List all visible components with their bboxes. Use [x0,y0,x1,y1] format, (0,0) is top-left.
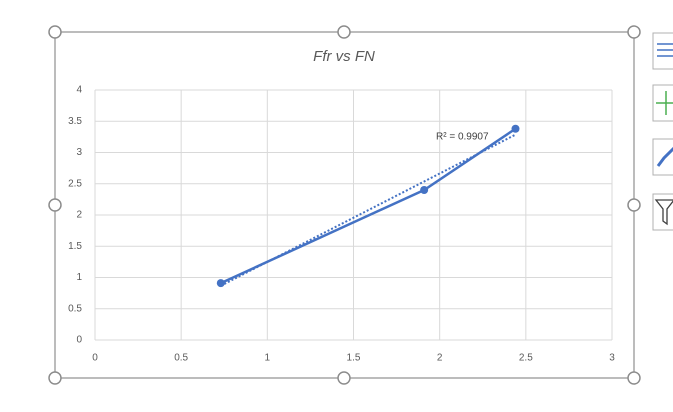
x-tick-label: 0 [92,353,98,364]
x-tick-label: 2 [437,353,443,364]
handle[interactable] [627,25,641,39]
x-tick-label: 2.5 [519,353,533,364]
handle[interactable] [48,198,62,212]
handle[interactable] [337,371,351,385]
y-tick-label: 2.5 [68,178,82,189]
handle[interactable] [48,371,62,385]
chart-title: Ffr vs FN [313,48,375,65]
icon [657,43,673,57]
x-tick-label: 3 [609,353,615,364]
y-tick-label: 2 [76,210,82,221]
y-tick-label: 1 [76,272,82,283]
x-tick-label: 0.5 [174,353,188,364]
chart-elements-button[interactable] [652,32,673,70]
y-tick-label: 1.5 [68,241,82,252]
y-tick-label: 0.5 [68,303,82,314]
handle[interactable] [627,198,641,212]
data-point [511,124,520,133]
handle[interactable] [627,371,641,385]
handle[interactable] [337,25,351,39]
data-point [216,279,225,288]
y-tick-label: 3.5 [68,116,82,127]
data-point [420,186,429,194]
y-tick-label: 3 [76,147,82,158]
handle[interactable] [48,25,62,39]
icon [654,199,673,226]
selection-handles[interactable] [48,25,641,385]
chart-buttons[interactable] [652,32,673,231]
y-tick-label: 4 [76,85,82,96]
x-tick-label: 1 [265,353,271,364]
trendline [220,133,516,287]
x-tick-label: 1.5 [347,353,361,364]
annotation: R² = 0.9907 [436,132,489,143]
chart-frame[interactable] [54,31,635,379]
y-tick-label: 0 [76,335,82,346]
icon [656,146,673,167]
